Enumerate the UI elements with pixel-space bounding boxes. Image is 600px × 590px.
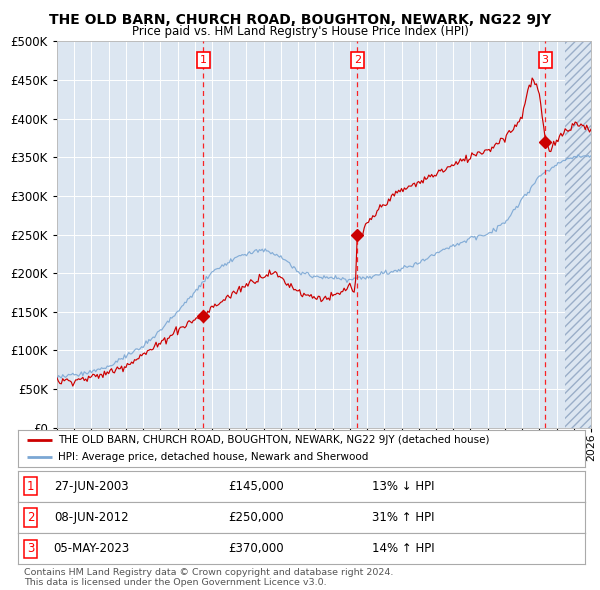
Text: 08-JUN-2012: 08-JUN-2012 xyxy=(55,511,129,524)
Bar xyxy=(565,41,591,428)
Text: 14% ↑ HPI: 14% ↑ HPI xyxy=(372,542,435,555)
Text: 13% ↓ HPI: 13% ↓ HPI xyxy=(373,480,435,493)
Text: 2: 2 xyxy=(354,55,361,65)
Text: 2: 2 xyxy=(27,511,34,524)
Text: HPI: Average price, detached house, Newark and Sherwood: HPI: Average price, detached house, Newa… xyxy=(58,453,368,462)
Text: THE OLD BARN, CHURCH ROAD, BOUGHTON, NEWARK, NG22 9JY (detached house): THE OLD BARN, CHURCH ROAD, BOUGHTON, NEW… xyxy=(58,435,489,445)
Text: £145,000: £145,000 xyxy=(228,480,284,493)
Text: 1: 1 xyxy=(27,480,34,493)
Text: 1: 1 xyxy=(200,55,207,65)
Text: THE OLD BARN, CHURCH ROAD, BOUGHTON, NEWARK, NG22 9JY: THE OLD BARN, CHURCH ROAD, BOUGHTON, NEW… xyxy=(49,13,551,27)
Text: 3: 3 xyxy=(27,542,34,555)
Text: Contains HM Land Registry data © Crown copyright and database right 2024.
This d: Contains HM Land Registry data © Crown c… xyxy=(24,568,394,587)
Text: £370,000: £370,000 xyxy=(229,542,284,555)
Text: 31% ↑ HPI: 31% ↑ HPI xyxy=(373,511,435,524)
Text: £250,000: £250,000 xyxy=(229,511,284,524)
Text: 05-MAY-2023: 05-MAY-2023 xyxy=(53,542,130,555)
Text: 3: 3 xyxy=(542,55,548,65)
Text: 27-JUN-2003: 27-JUN-2003 xyxy=(55,480,129,493)
Text: Price paid vs. HM Land Registry's House Price Index (HPI): Price paid vs. HM Land Registry's House … xyxy=(131,25,469,38)
